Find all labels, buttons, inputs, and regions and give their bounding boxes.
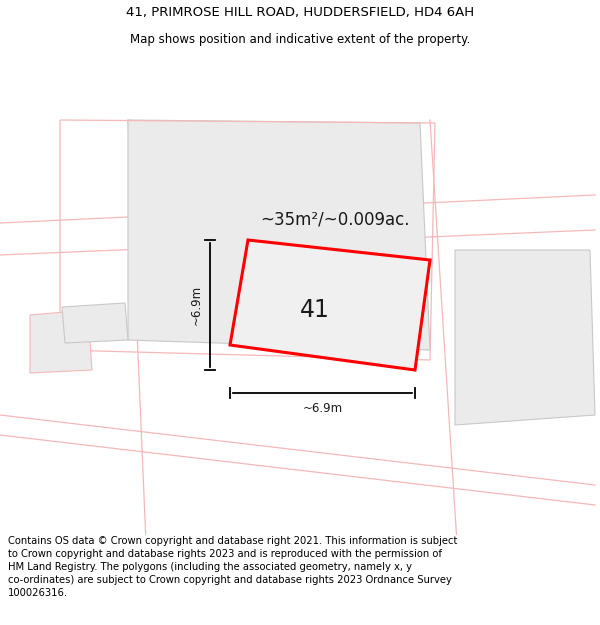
Text: ~35m²/~0.009ac.: ~35m²/~0.009ac. <box>260 211 410 229</box>
Polygon shape <box>455 250 595 425</box>
Polygon shape <box>30 310 92 373</box>
Text: 41, PRIMROSE HILL ROAD, HUDDERSFIELD, HD4 6AH: 41, PRIMROSE HILL ROAD, HUDDERSFIELD, HD… <box>126 6 474 19</box>
Polygon shape <box>128 120 430 350</box>
Text: 41: 41 <box>300 298 330 322</box>
Text: ~6.9m: ~6.9m <box>302 402 343 416</box>
Polygon shape <box>62 303 128 343</box>
Text: Map shows position and indicative extent of the property.: Map shows position and indicative extent… <box>130 33 470 46</box>
Polygon shape <box>230 240 430 370</box>
Text: ~6.9m: ~6.9m <box>190 285 203 325</box>
Text: Contains OS data © Crown copyright and database right 2021. This information is : Contains OS data © Crown copyright and d… <box>8 536 457 598</box>
